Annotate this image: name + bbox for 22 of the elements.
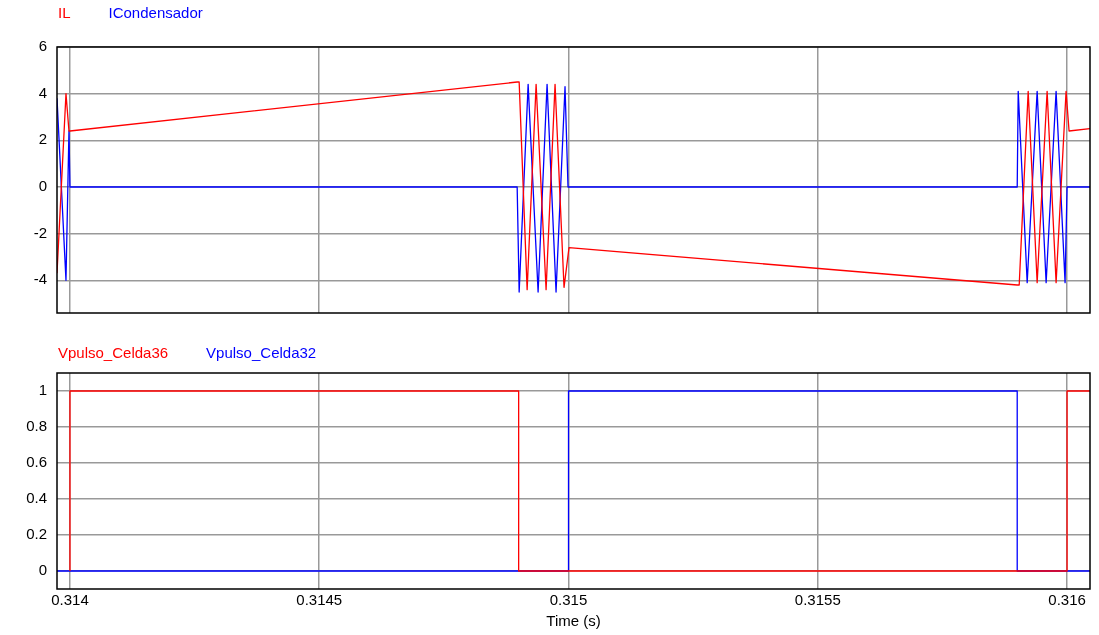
y-tick-label: 0.6: [26, 453, 47, 471]
text: ICondensador: [108, 4, 203, 21]
series-label: Vpulso_Celda36: [58, 344, 169, 361]
y-tick-label: 0: [38, 177, 47, 195]
y-tick-label: 0.2: [26, 525, 47, 543]
text: IL: [58, 4, 71, 21]
y-tick-label: 0.8: [26, 417, 47, 435]
y-tick-label: 2: [38, 130, 47, 148]
x-axis-title: Time (s): [546, 612, 601, 630]
y-tick-label: -4: [33, 270, 47, 288]
x-tick-label: 0.3145: [296, 591, 343, 609]
x-tick-label: 0.314: [51, 591, 89, 609]
y-tick-label: 4: [38, 83, 47, 101]
y-tick-label: 0.4: [26, 489, 47, 507]
y-tick-label: -2: [33, 223, 47, 241]
y-tick-label: 0: [38, 561, 47, 579]
x-tick-label: 0.3155: [794, 591, 841, 609]
x-tick-label: 0.316: [1048, 591, 1086, 609]
y-tick-label: 6: [38, 37, 47, 55]
y-tick-label: 1: [38, 381, 47, 399]
text: Vpulso_Celda32: [206, 344, 317, 361]
x-tick-label: 0.315: [549, 591, 588, 609]
